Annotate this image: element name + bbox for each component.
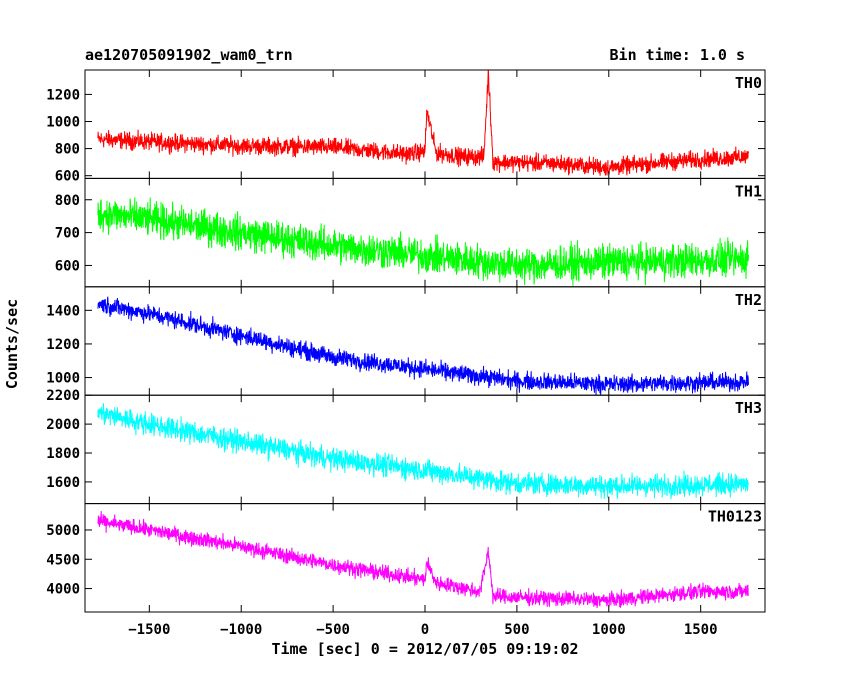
x-tick-label: −500	[316, 622, 350, 638]
panel-label-th0123: TH0123	[708, 508, 762, 526]
y-tick-label: 800	[55, 142, 80, 158]
y-tick-label: 4000	[46, 582, 80, 598]
x-axis-label: Time [sec] 0 = 2012/07/05 09:19:02	[271, 640, 578, 658]
y-tick-label: 2000	[46, 417, 80, 433]
panels-group: 600 800 1000 1200 TH0 600 700 800 TH1 1000 1200 140…	[46, 69, 766, 638]
panel-label-th2: TH2	[735, 291, 762, 309]
x-tick-label: −1000	[220, 622, 262, 638]
series-line-th0	[97, 69, 749, 176]
x-tick-label: −1500	[128, 622, 170, 638]
y-axis-label: Counts/sec	[3, 299, 21, 389]
series-line-th3	[97, 403, 749, 500]
bin-time-label: Bin time: 1.0 s	[610, 46, 745, 64]
panel-label-th1: TH1	[735, 182, 762, 200]
y-tick-label: 5000	[46, 523, 80, 539]
y-tick-label: 1000	[46, 371, 80, 387]
y-tick-label: 800	[55, 193, 80, 209]
panel-label-th3: TH3	[735, 399, 762, 417]
y-tick-label: 600	[55, 169, 80, 185]
y-tick-label: 1600	[46, 475, 80, 491]
x-tick-label: 1000	[592, 622, 626, 638]
x-tick-label: 1500	[684, 622, 718, 638]
series-line-th0123	[97, 511, 749, 609]
y-tick-label: 1200	[46, 337, 80, 353]
y-tick-label: 2200	[46, 388, 80, 404]
series-line-th1	[97, 197, 749, 286]
y-tick-label: 1200	[46, 87, 80, 103]
y-tick-label: 4500	[46, 552, 80, 568]
series-line-th2	[97, 296, 749, 396]
y-tick-label: 1000	[46, 114, 80, 130]
y-tick-label: 600	[55, 258, 80, 274]
x-tick-label: 0	[421, 622, 429, 638]
panel-label-th0: TH0	[735, 74, 762, 92]
x-tick-label: 500	[504, 622, 529, 638]
y-tick-label: 1800	[46, 446, 80, 462]
y-tick-label: 1400	[46, 303, 80, 319]
chart-title: ae120705091902_wam0_trn	[85, 46, 293, 64]
y-tick-label: 700	[55, 226, 80, 242]
